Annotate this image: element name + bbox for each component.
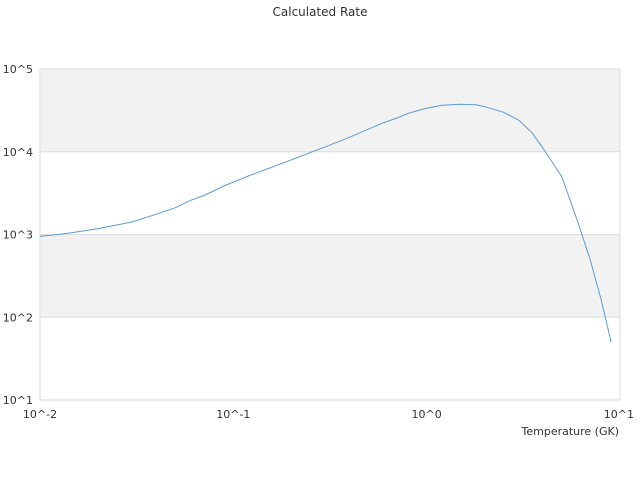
y-tick-label: 10^1: [3, 394, 33, 407]
series-layer: [39, 103, 612, 343]
y-tick-label: 10^5: [3, 63, 33, 76]
x-tick-label: 10^-2: [23, 408, 57, 421]
x-axis-label: Temperature (GK): [521, 425, 620, 438]
y-tick-label: 10^2: [3, 311, 33, 324]
x-tick-label: 10^0: [412, 408, 442, 421]
y-tick-label: 10^3: [3, 229, 33, 242]
y-tick-label: 10^4: [3, 146, 33, 159]
x-tick-label: 10^-1: [216, 408, 250, 421]
plot-band: [40, 69, 620, 152]
series-line: [39, 103, 612, 343]
plot-bands: [40, 69, 620, 318]
plot-band: [40, 234, 620, 318]
x-tick-label: 10^1: [604, 408, 634, 421]
chart-title: Calculated Rate: [273, 5, 368, 19]
grid-lines: [39, 68, 621, 401]
tick-labels: 10^1 10^2 10^3 10^4 10^5 10^-2 10^-1 10^0 10^1: [3, 63, 634, 421]
